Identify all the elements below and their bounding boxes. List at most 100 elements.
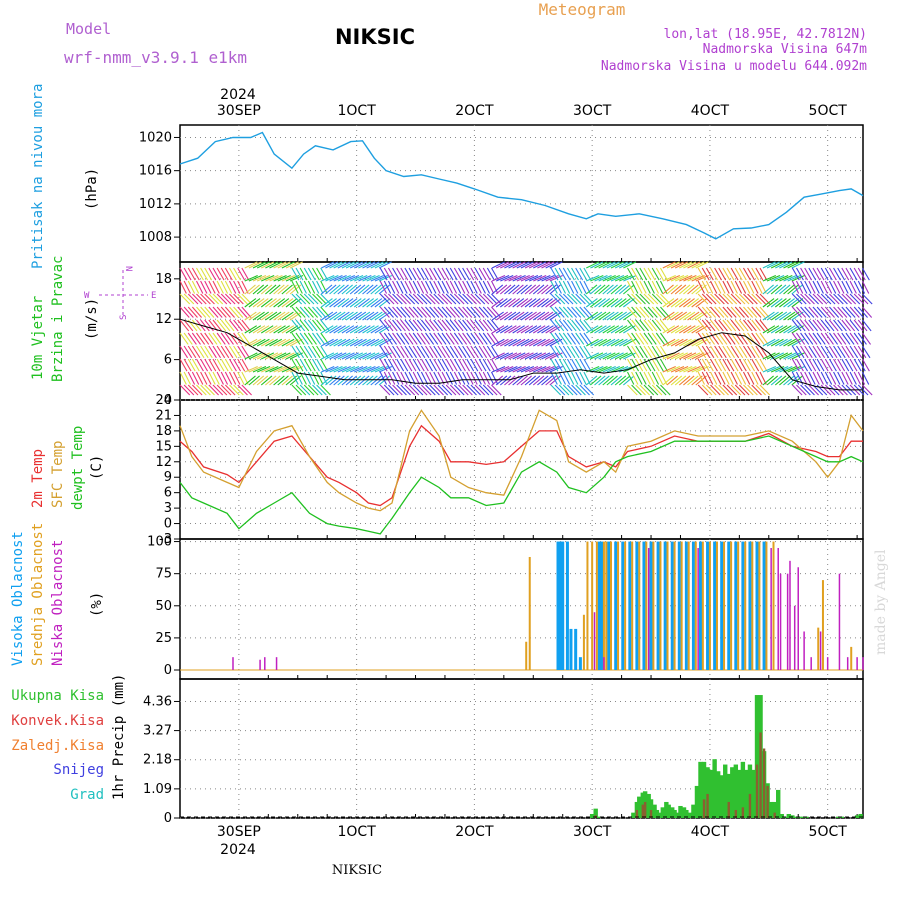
wind-barb <box>520 325 534 334</box>
wind-barb <box>445 332 455 345</box>
wind-barb <box>445 358 454 372</box>
wind-barb <box>738 306 750 318</box>
wind-barb <box>349 275 364 282</box>
wind-barb <box>500 338 513 347</box>
ytick-label: 1016 <box>139 164 172 179</box>
wind-barb <box>383 358 392 372</box>
wind-barb <box>358 338 371 347</box>
wind-barb <box>841 371 849 385</box>
wind-barb <box>321 275 335 282</box>
wind-barb <box>237 293 248 305</box>
wind-barb <box>705 293 717 305</box>
wind-barb <box>320 267 329 281</box>
cloud-ylabel-1: Visoka Oblacnost <box>10 531 26 666</box>
wind-barb <box>562 358 571 372</box>
wind-barb <box>333 338 347 347</box>
wind-barb <box>755 319 765 332</box>
wind-barb <box>779 352 793 360</box>
wind-barb <box>316 332 326 345</box>
wind-barb <box>374 311 387 321</box>
wind-barb <box>520 366 535 373</box>
wind-barb <box>212 371 220 385</box>
wind-barb <box>366 311 379 321</box>
wind-barb <box>433 319 443 332</box>
wind-barb <box>241 358 250 372</box>
wind-barb <box>558 384 570 396</box>
wind-barb <box>260 338 274 347</box>
wind-barb <box>392 371 400 385</box>
wind-barb <box>558 319 569 332</box>
wind-barb <box>512 275 526 282</box>
wind-barb <box>307 319 318 332</box>
wind-barb <box>759 384 771 396</box>
wind-barb <box>466 384 477 396</box>
wind-barb <box>441 345 451 359</box>
wind-barb <box>812 358 821 372</box>
wind-barb <box>775 366 789 373</box>
wind-barb <box>200 319 210 332</box>
wind-barb <box>396 384 407 396</box>
wind-barb <box>770 275 785 282</box>
wind-barb <box>726 332 736 345</box>
wind-barb <box>512 375 524 386</box>
wind-barb <box>404 384 416 396</box>
wind-barb <box>453 280 462 294</box>
wind-barb <box>281 352 295 360</box>
wind-barb <box>416 280 425 294</box>
wind-barb <box>738 319 749 332</box>
wind-barb <box>370 298 383 308</box>
wind-barb <box>400 358 409 372</box>
wind-barb <box>366 366 380 373</box>
wind-barb <box>307 267 316 281</box>
wind-barb <box>722 384 734 396</box>
wind-barb <box>224 384 236 396</box>
wind-barb <box>433 384 444 396</box>
wind-barb <box>490 358 499 372</box>
pressure-ylabel: Pritisak na nivou mora <box>30 84 46 269</box>
wind-barb <box>558 280 567 294</box>
wind-barb <box>216 345 226 359</box>
wind-barb <box>491 366 506 373</box>
wind-barb <box>743 384 754 396</box>
wind-barb <box>562 280 571 294</box>
wind-barb <box>738 345 748 359</box>
wind-barb <box>216 267 225 281</box>
wind-barb <box>370 375 382 386</box>
wind-barb <box>349 311 363 321</box>
wind-barb <box>726 319 737 332</box>
wind-barb <box>265 275 279 282</box>
wind-barb <box>726 358 735 372</box>
wind-barb <box>857 332 867 345</box>
conv-precip-bar <box>734 809 738 818</box>
wind-barb <box>545 375 557 386</box>
wind-barb <box>824 293 836 305</box>
wind-barb <box>520 284 532 295</box>
wind-barb <box>504 284 516 295</box>
wind-barb <box>433 371 441 385</box>
wind-barb <box>491 311 504 321</box>
total-precip-bar <box>772 801 777 818</box>
wind-barb <box>618 298 631 308</box>
wind-barb <box>674 366 689 373</box>
wind-barb <box>478 293 490 305</box>
wind-barb <box>520 338 534 347</box>
wind-barb <box>606 375 618 386</box>
wind-barb <box>829 306 840 318</box>
wind-barb <box>229 319 239 332</box>
wind-barb <box>845 345 854 359</box>
wind-barb <box>751 332 761 345</box>
wind-barb <box>470 332 480 345</box>
wind-barb <box>762 338 776 347</box>
wind-barb <box>666 366 681 373</box>
wind-barb <box>853 345 863 359</box>
wind-barb <box>212 306 223 318</box>
wind-barb <box>751 345 760 359</box>
wind-barb <box>400 332 410 345</box>
ytick-label: 100 <box>147 535 172 550</box>
wind-barb <box>701 319 712 332</box>
wind-barb <box>747 384 758 396</box>
wind-barb <box>425 280 433 294</box>
wind-barb <box>683 366 697 373</box>
wind-barb <box>705 280 714 294</box>
wind-barb <box>762 275 777 282</box>
